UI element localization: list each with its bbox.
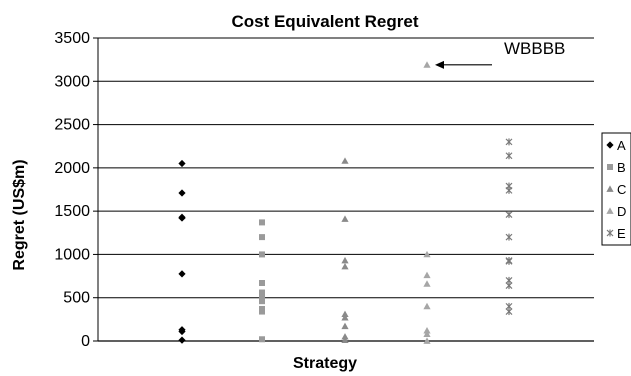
point-d — [423, 271, 431, 279]
point-d — [423, 250, 431, 258]
point-b — [259, 251, 265, 258]
point-c — [341, 336, 349, 344]
point-e — [505, 257, 513, 265]
point-a — [178, 214, 186, 222]
grid — [93, 37, 594, 342]
legend-label-d: D — [617, 204, 626, 219]
legend-label-c: C — [617, 182, 626, 197]
annotation-label: WBBBB — [504, 39, 565, 58]
point-a — [178, 270, 186, 278]
legend-label-e: E — [617, 226, 626, 241]
legend-label-a: A — [617, 138, 626, 153]
point-b — [259, 279, 265, 286]
point-c — [341, 215, 349, 222]
y-axis-label: Regret (US$m) — [11, 159, 28, 270]
point-e — [505, 308, 513, 316]
point-b — [259, 298, 265, 305]
point-a — [178, 336, 186, 344]
point-e — [505, 152, 513, 160]
point-d — [423, 302, 431, 310]
point-d — [423, 337, 431, 344]
point-d — [423, 280, 431, 287]
point-b — [259, 336, 265, 343]
y-tick-label: 3500 — [54, 30, 90, 47]
point-c — [341, 157, 349, 164]
point-b — [259, 308, 265, 315]
point-c — [341, 310, 349, 318]
y-tick-label: 0 — [81, 333, 90, 350]
chart-title: Cost Equivalent Regret — [231, 12, 418, 31]
y-tick-label: 500 — [63, 290, 90, 307]
y-tick-label: 3000 — [54, 73, 90, 90]
point-e — [505, 233, 513, 241]
legend-marker-c — [606, 185, 614, 192]
data-points — [178, 61, 513, 344]
point-b — [259, 289, 265, 296]
point-c — [341, 333, 349, 340]
legend-marker-e — [606, 229, 614, 237]
legend-marker-a — [606, 141, 614, 149]
y-tick-label: 1500 — [54, 203, 90, 220]
legend-marker-b — [607, 164, 613, 170]
point-e — [505, 186, 513, 194]
point-c — [341, 322, 349, 330]
point-e — [505, 138, 513, 146]
y-tick-labels: 0 500 1000 1500 2000 2500 3000 3500 — [54, 30, 90, 350]
point-b — [259, 219, 265, 226]
point-e — [505, 211, 513, 219]
point-b — [259, 234, 265, 241]
point-e — [505, 282, 513, 290]
point-b — [259, 294, 265, 301]
y-tick-label: 2500 — [54, 117, 90, 134]
point-c — [341, 256, 349, 264]
annotation-arrowhead — [435, 60, 444, 69]
point-a — [178, 159, 186, 168]
point-d — [423, 330, 431, 337]
legend-box — [601, 132, 631, 246]
point-d — [423, 61, 431, 68]
y-tick-label: 1000 — [54, 246, 90, 263]
y-tick-label: 2000 — [54, 160, 90, 177]
point-c — [341, 314, 349, 321]
legend-marker-d — [606, 207, 614, 214]
point-a — [178, 189, 186, 197]
point-a — [178, 327, 186, 336]
point-c — [341, 262, 349, 270]
legend-label-b: B — [617, 160, 626, 175]
x-axis-label: Strategy — [293, 355, 357, 372]
annotations: WBBBB — [435, 39, 565, 69]
point-d — [423, 327, 431, 334]
